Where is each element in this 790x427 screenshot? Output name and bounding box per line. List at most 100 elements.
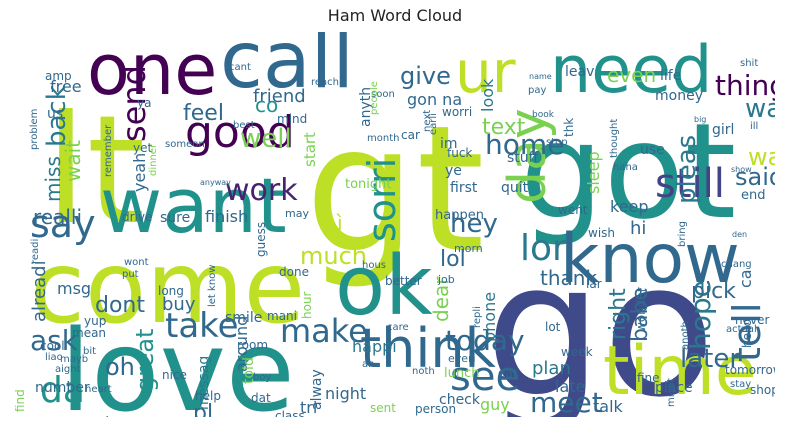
word-next: next [422, 110, 433, 132]
word-job: job [437, 273, 455, 286]
word-day: day [498, 108, 558, 204]
word-car: car [401, 128, 420, 142]
word-late: late [555, 377, 585, 396]
word-sleep: sleep [584, 151, 603, 194]
word-lar: lar [586, 277, 602, 291]
word-hous: hous [362, 260, 386, 271]
word-well: well [240, 124, 292, 154]
word-drive: drive [122, 210, 152, 224]
word-name: name [529, 72, 552, 81]
word-thank: thank [540, 266, 597, 290]
word-first: first [450, 180, 478, 196]
word-pay: pay [528, 85, 546, 96]
word-cant: cant [229, 62, 251, 73]
word-money: money [655, 88, 703, 104]
word-ca: ca [736, 269, 755, 288]
word-work: work [225, 173, 298, 208]
word-use: use [640, 142, 665, 158]
word-come: come [30, 229, 305, 346]
word-liao: liao [45, 352, 63, 363]
word-haha: haha [613, 162, 638, 173]
word-night: night [325, 384, 366, 403]
word-call: call [220, 32, 354, 106]
word-anyway: anyway [200, 178, 231, 187]
word-even: even [607, 63, 656, 87]
word-thk: thk [562, 118, 576, 137]
word-told: told [241, 357, 257, 384]
word-chang: chang [721, 259, 752, 270]
word-babe: babe [628, 287, 653, 342]
word-later: later [680, 344, 740, 374]
word-sent: sent [370, 401, 396, 415]
word-hey: hey [450, 209, 498, 239]
word-finish: finish [205, 207, 248, 226]
word-right: right [606, 288, 631, 340]
word-ì: ì [336, 211, 343, 235]
word-remember: remember [103, 124, 114, 177]
word-want: want [100, 161, 287, 250]
word-dont: dont [95, 293, 145, 318]
word-cool: cool [40, 339, 65, 353]
word-meet: meet [530, 386, 603, 417]
word-gon-na: gon na [407, 90, 462, 109]
word-thought: thought [609, 119, 620, 158]
word-help: help [195, 389, 221, 403]
word-good: good [185, 107, 295, 158]
word-let-know: let know [207, 265, 218, 307]
word-sure: sure [160, 210, 190, 226]
word-tell: tell [725, 303, 769, 362]
word-done: done [279, 265, 309, 279]
word-today: today [445, 324, 525, 357]
word-ill: ill [750, 121, 758, 132]
word-month: month [367, 133, 399, 144]
word-care: care [387, 322, 409, 333]
word-one: one [87, 32, 217, 111]
word-happi: happi [352, 337, 397, 356]
word-co: co [255, 93, 278, 117]
word-anoth: anoth [680, 321, 691, 350]
word-dat: dat [251, 391, 271, 405]
word-alway: alway [309, 369, 325, 410]
word-amp: amp [45, 69, 72, 83]
word-show: show [731, 165, 752, 174]
word-eat: eat [498, 366, 518, 380]
word-wish: wish [588, 226, 615, 240]
word-make: make [280, 312, 368, 350]
word-buy: buy [162, 294, 196, 315]
word-ya: ya [137, 96, 151, 110]
word-tomorrow: tomorrow [725, 363, 775, 377]
word-start: start [301, 132, 319, 167]
word-heart: heart [85, 384, 112, 395]
word-much: much [300, 242, 367, 270]
word-text: text [482, 115, 526, 140]
word-take: take [165, 306, 239, 346]
word-alreadi: alreadi [29, 260, 50, 322]
word-shit: shit [740, 58, 758, 69]
word-guy: guy [480, 395, 510, 414]
word-repli: repli [472, 306, 483, 328]
cloud-background [15, 32, 775, 417]
word-lot: lot [545, 320, 561, 334]
word-week: week [561, 345, 593, 359]
word-earli: earli [428, 113, 439, 135]
word-got: got [520, 95, 736, 249]
word-ok: ok [335, 239, 433, 334]
word-fine: fine [637, 371, 660, 385]
word-stay: stay [730, 379, 751, 390]
word-mean: mean [72, 326, 106, 340]
word-anyth: anyth [358, 87, 374, 127]
word-feel: feel [183, 101, 224, 126]
word-think: think [360, 317, 497, 380]
word-hope: hope [684, 280, 717, 350]
word-pleas: pleas [672, 135, 702, 204]
word-bring: bring [677, 221, 688, 247]
word-wont: wont [124, 257, 149, 268]
word-ye: ye [445, 163, 462, 179]
word-thing: thing [715, 69, 775, 102]
word-put: put [122, 269, 139, 280]
word-better: better [385, 274, 422, 288]
word-room: room [237, 338, 268, 352]
word-realli: realli [33, 205, 82, 229]
word-im: im [440, 136, 458, 152]
